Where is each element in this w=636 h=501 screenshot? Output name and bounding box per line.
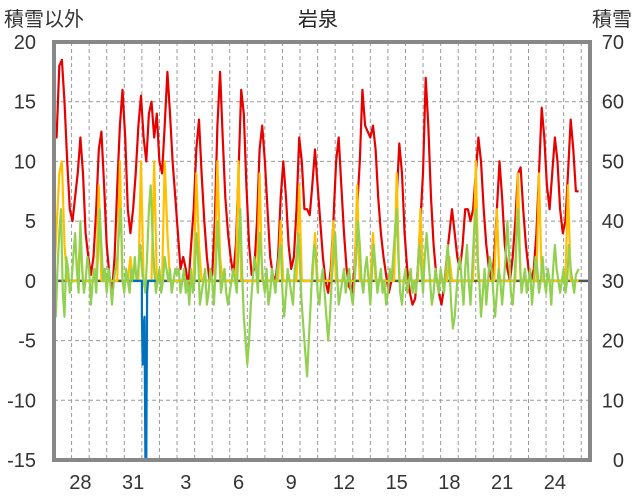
right-axis-label: 積雪: [592, 8, 632, 31]
x-tick-label: 18: [438, 472, 460, 494]
x-tick-label: 21: [491, 472, 513, 494]
right-tick-label: 40: [602, 211, 624, 233]
series-group: [52, 58, 580, 462]
right-tick-label: 20: [602, 331, 624, 353]
x-tick-label: 24: [544, 472, 566, 494]
grid: [54, 42, 590, 460]
left-tick-label: 10: [14, 151, 36, 173]
x-axis: 28 31 3 6 9 12 15 18 21 24: [69, 472, 566, 494]
left-axis: 20 15 10 5 0 -5 -10 -15: [7, 32, 36, 472]
right-tick-label: 0: [613, 450, 624, 472]
left-tick-label: 0: [25, 271, 36, 293]
right-tick-label: 50: [602, 151, 624, 173]
x-tick-label: 28: [69, 472, 91, 494]
right-tick-label: 10: [602, 390, 624, 412]
right-axis: 70 60 50 40 30 20 10 0: [602, 32, 624, 472]
series-line-2: [52, 184, 580, 378]
left-axis-label: 積雪以外: [4, 8, 84, 31]
series-line-3: [133, 279, 156, 462]
x-tick-label: 15: [386, 472, 408, 494]
x-tick-label: 3: [180, 472, 191, 494]
chart-title: 岩泉: [298, 8, 338, 31]
x-tick-label: 9: [286, 472, 297, 494]
left-tick-label: 5: [25, 211, 36, 233]
x-tick-label: 6: [233, 472, 244, 494]
plot-frame: [52, 40, 592, 462]
right-tick-label: 70: [602, 32, 624, 54]
series-line-0: [52, 58, 579, 306]
left-tick-label: -10: [7, 390, 36, 412]
x-tick-label: 31: [122, 472, 144, 494]
x-tick-label: 12: [333, 472, 355, 494]
left-tick-label: 20: [14, 32, 36, 54]
left-tick-label: -5: [18, 331, 36, 353]
left-tick-label: 15: [14, 92, 36, 114]
left-tick-label: -15: [7, 450, 36, 472]
right-tick-label: 30: [602, 271, 624, 293]
right-tick-label: 60: [602, 92, 624, 114]
